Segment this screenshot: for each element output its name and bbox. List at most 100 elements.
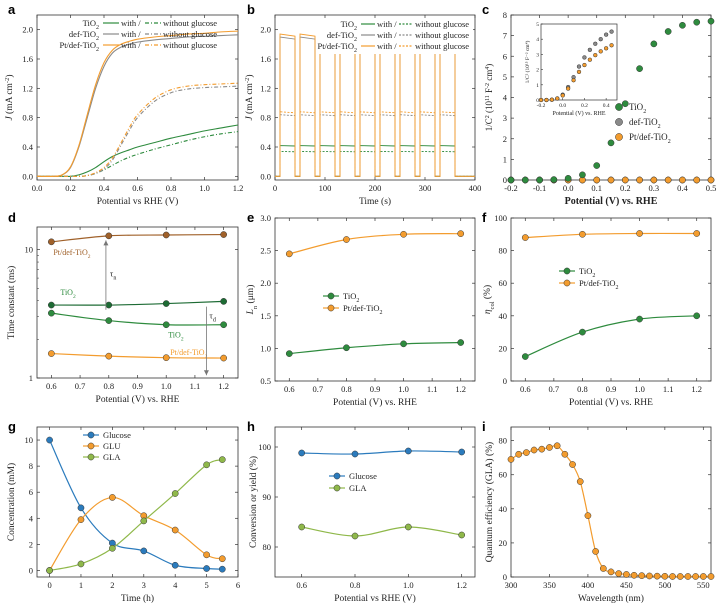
x-tick-label: 400 [469, 183, 482, 193]
y-label-sup: -2 [485, 83, 491, 88]
y-label-close: ) [244, 74, 255, 77]
data-point [48, 238, 55, 246]
legend-name-text: TiO [341, 19, 354, 29]
inset-point [598, 49, 603, 54]
legend-with: with / [377, 41, 397, 51]
data-point [220, 354, 227, 362]
data-point [507, 456, 515, 463]
legend-label: Glucose [103, 430, 131, 440]
series-line-1 [51, 300, 224, 306]
legend-sub: 2 [658, 124, 661, 130]
inset-point [571, 78, 576, 83]
scatter-point [664, 176, 672, 184]
scatter-point [564, 175, 572, 182]
x-tick-label: -0.1 [533, 183, 546, 193]
legend-sub: 2 [96, 25, 99, 31]
inset-x-label: Potential (V) vs. RHE [553, 110, 606, 117]
y-axis-label: Concentration (mM) [6, 463, 17, 541]
y-tick-label: 0.4 [22, 142, 33, 152]
x-axis-label: Potential (V) vs. RHE [96, 394, 180, 405]
y-label-sup: -2 [4, 78, 11, 83]
data-point [162, 231, 170, 239]
panel-f: f0.6 0.7 0.8 0.9 1.0 1.1 1.2020406080100TiO2Pt… [482, 210, 712, 408]
data-point [162, 300, 170, 307]
y-tick-label: 0 [503, 376, 507, 386]
x-tick-label: 0.7 [313, 384, 324, 394]
x-tick-label: 1.2 [233, 183, 244, 193]
x-tick-label: 3 [142, 580, 146, 590]
inset-point [538, 97, 544, 103]
tau-n-arrowhead [103, 240, 109, 246]
legend-name: Pt/def-TiO2 [59, 40, 99, 53]
panel-b: b 0 100 200 300 400 0.0 0.4 0.8 1.2 1.6 2.0 Time (s)… [244, 2, 482, 207]
scatter-point [679, 21, 686, 29]
annotation-sub: 2 [88, 254, 91, 260]
y-label-sup: 4 [485, 67, 491, 70]
x-axis-label: Wavelength (nm) [578, 593, 644, 604]
data-point [569, 461, 576, 468]
series-line-0 [289, 341, 461, 355]
data-point [457, 230, 465, 237]
y-tick-label: 1.6 [260, 54, 271, 64]
x-tick-label: 1.1 [190, 381, 201, 391]
legend-marker [563, 279, 571, 287]
x-tick-label: 2 [110, 580, 114, 590]
x-tick-label: 100 [319, 183, 332, 193]
y-label-close: ) [4, 74, 15, 77]
y-tick-label: 0 [29, 565, 33, 575]
panel-label: h [247, 419, 255, 434]
y-tick-label: 1 [503, 154, 507, 164]
series-line-0 [49, 439, 223, 570]
panel-label: e [247, 210, 254, 225]
series-line-4 [36, 30, 239, 177]
legend-name-text: Pt/def-TiO [59, 40, 96, 50]
y-tick-label: 80 [499, 246, 508, 256]
data-point [218, 456, 226, 463]
x-tick-label: 6 [236, 580, 240, 590]
data-point [400, 230, 407, 238]
y-label-sup: 2 [485, 115, 491, 118]
scatter-point [621, 100, 629, 108]
data-point [646, 572, 653, 580]
inset-point [576, 64, 582, 69]
inset-point [560, 93, 565, 98]
series-line-3 [37, 85, 239, 177]
y-axis-label: Time constant (ms) [6, 266, 17, 340]
x-tick-label: 1.0 [199, 183, 210, 193]
inset-point [555, 96, 560, 101]
scatter-point [507, 176, 515, 184]
data-point [77, 504, 85, 512]
legend-label: TiO2 [629, 102, 646, 115]
legend-name: def-TiO [629, 117, 658, 127]
annotation-text: Pt/def-TiO [53, 248, 88, 257]
y-tick-label: 0.0 [22, 171, 33, 181]
legend-label: def-TiO2 [629, 117, 661, 130]
legend-label: TiO2 [343, 291, 359, 304]
x-tick-label: 0.8 [103, 381, 114, 391]
y-tick-label: 2.0 [260, 25, 271, 35]
legend-marker [333, 484, 341, 492]
y-tick-label: 60 [499, 278, 508, 288]
x-tick-label: 0.6 [132, 183, 143, 193]
legend-name-text: TiO [83, 18, 96, 28]
y-tick-label: 90 [263, 492, 272, 502]
inset-point [582, 55, 587, 60]
x-tick-label: 0.6 [520, 384, 531, 394]
data-point [561, 450, 569, 458]
y-tick-label: 0.0 [260, 171, 271, 181]
data-point [699, 573, 707, 580]
inset-y-tick-label: 2 [536, 68, 539, 74]
data-point [692, 573, 699, 580]
legend-marker [87, 442, 95, 450]
data-point [584, 512, 592, 519]
panel-i: i 300 350 400 450 500 550 0 20 40 60 80 Wavelength (… [482, 419, 715, 604]
x-tick-label: 1.0 [398, 384, 409, 394]
inset-point [587, 57, 593, 62]
legend-sub: 2 [616, 285, 619, 291]
data-point [218, 565, 226, 573]
legend-name: Pt/def-TiO [343, 303, 380, 313]
y-tick-label: 20 [499, 343, 508, 353]
y-tick-label: 0 [503, 175, 507, 185]
inset-x-tick-label: -0.2 [537, 103, 546, 109]
panel-c: c -0.2 -0.1 0.0 0.1 0.2 0.3 0.4 0.5 0 1 2 3 4 5 6 7 8 Pote… [482, 2, 716, 207]
